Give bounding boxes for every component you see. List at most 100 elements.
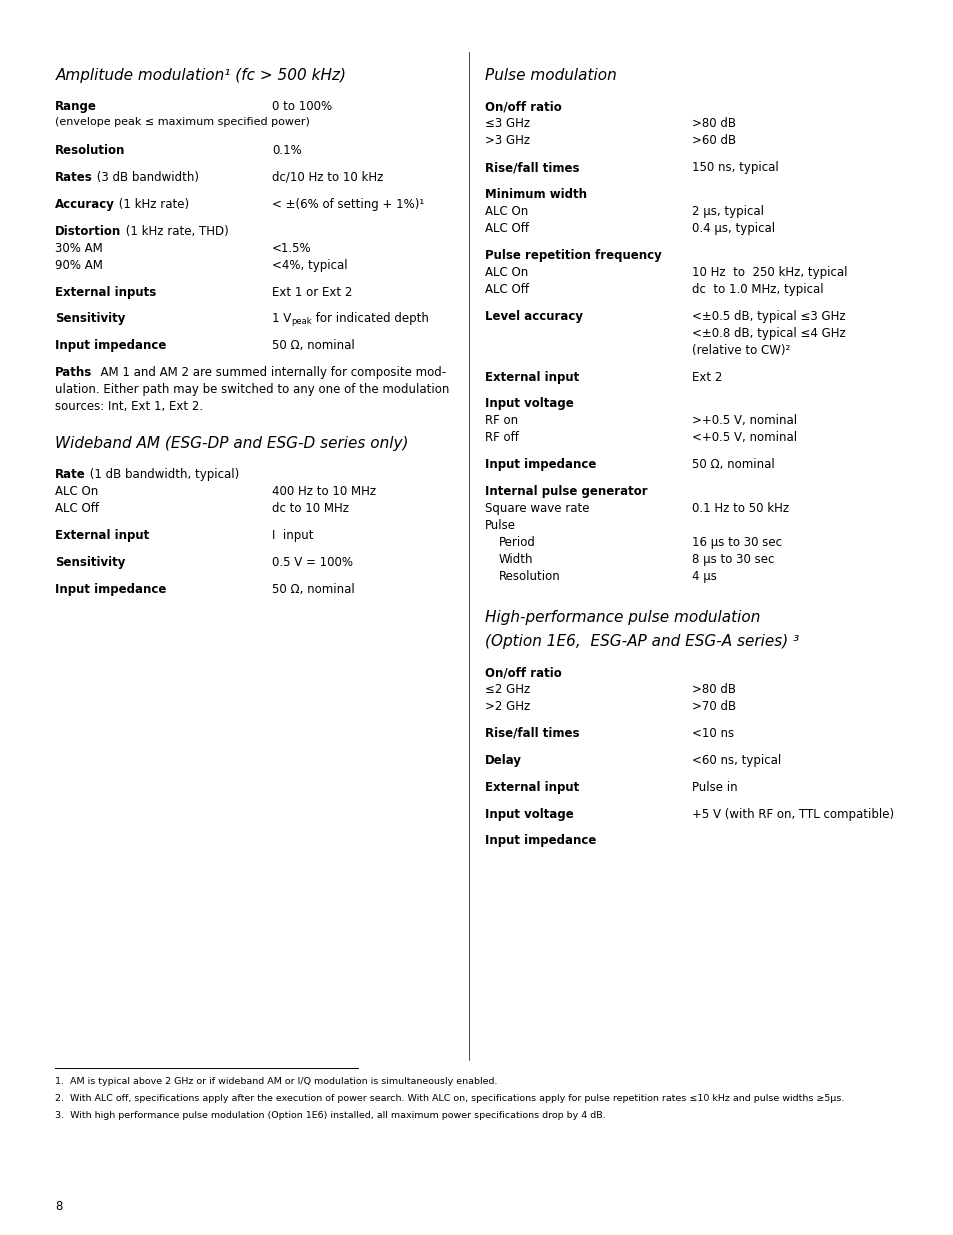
Text: Amplitude modulation¹ (fc > 500 kHz): Amplitude modulation¹ (fc > 500 kHz) <box>55 68 346 83</box>
Text: ALC Off: ALC Off <box>484 222 528 235</box>
Text: Pulse in: Pulse in <box>691 781 737 794</box>
Text: >+0.5 V, nominal: >+0.5 V, nominal <box>691 415 796 427</box>
Text: Period: Period <box>498 536 536 550</box>
Text: Wideband AM (ESG-DP and ESG-D series only): Wideband AM (ESG-DP and ESG-D series onl… <box>55 436 409 451</box>
Text: Internal pulse generator: Internal pulse generator <box>484 485 646 498</box>
Text: ≤2 GHz: ≤2 GHz <box>484 683 529 697</box>
Text: Resolution: Resolution <box>55 144 126 157</box>
Text: External input: External input <box>484 781 578 794</box>
Text: dc/10 Hz to 10 kHz: dc/10 Hz to 10 kHz <box>272 170 383 184</box>
Text: 50 Ω, nominal: 50 Ω, nominal <box>691 458 774 472</box>
Text: 3.  With high performance pulse modulation (Option 1E6) installed, all maximum p: 3. With high performance pulse modulatio… <box>55 1112 605 1120</box>
Text: (envelope peak ≤ maximum specified power): (envelope peak ≤ maximum specified power… <box>55 117 310 127</box>
Text: RF on: RF on <box>484 415 517 427</box>
Text: Distortion: Distortion <box>55 225 121 237</box>
Text: Input impedance: Input impedance <box>484 458 596 472</box>
Text: RF off: RF off <box>484 431 518 445</box>
Text: Delay: Delay <box>484 753 521 767</box>
Text: <±0.5 dB, typical ≤3 GHz: <±0.5 dB, typical ≤3 GHz <box>691 310 844 322</box>
Text: Ext 1 or Ext 2: Ext 1 or Ext 2 <box>272 285 352 299</box>
Text: Square wave rate: Square wave rate <box>484 503 589 515</box>
Text: ALC Off: ALC Off <box>55 503 99 515</box>
Text: ≤3 GHz: ≤3 GHz <box>484 117 529 130</box>
Text: 10 Hz  to  250 kHz, typical: 10 Hz to 250 kHz, typical <box>691 266 846 279</box>
Text: ALC On: ALC On <box>484 205 527 217</box>
Text: peak: peak <box>291 317 312 326</box>
Text: dc to 10 MHz: dc to 10 MHz <box>272 503 349 515</box>
Text: 0.1%: 0.1% <box>272 144 301 157</box>
Text: Paths: Paths <box>55 366 92 379</box>
Text: Sensitivity: Sensitivity <box>55 556 126 569</box>
Text: sources: Int, Ext 1, Ext 2.: sources: Int, Ext 1, Ext 2. <box>55 400 203 414</box>
Text: Input voltage: Input voltage <box>484 808 573 820</box>
Text: 2.  With ALC off, specifications apply after the execution of power search. With: 2. With ALC off, specifications apply af… <box>55 1094 843 1103</box>
Text: 2 μs, typical: 2 μs, typical <box>691 205 762 217</box>
Text: External inputs: External inputs <box>55 285 156 299</box>
Text: (1 dB bandwidth, typical): (1 dB bandwidth, typical) <box>86 468 239 482</box>
Text: Rise/fall times: Rise/fall times <box>484 161 578 174</box>
Text: Pulse modulation: Pulse modulation <box>484 68 616 83</box>
Text: 1.  AM is typical above 2 GHz or if wideband AM or I/Q modulation is simultaneou: 1. AM is typical above 2 GHz or if wideb… <box>55 1077 497 1086</box>
Text: Input voltage: Input voltage <box>484 398 573 410</box>
Text: 150 ns, typical: 150 ns, typical <box>691 161 778 174</box>
Text: Range: Range <box>55 100 97 114</box>
Text: Ext 2: Ext 2 <box>691 370 721 384</box>
Text: 0.5 V = 100%: 0.5 V = 100% <box>272 556 353 569</box>
Text: (1 kHz rate, THD): (1 kHz rate, THD) <box>121 225 228 237</box>
Text: High-performance pulse modulation: High-performance pulse modulation <box>484 610 760 625</box>
Text: >3 GHz: >3 GHz <box>484 135 529 147</box>
Text: On/off ratio: On/off ratio <box>484 666 560 679</box>
Text: 1 V: 1 V <box>272 312 291 325</box>
Text: >80 dB: >80 dB <box>691 683 735 697</box>
Text: <4%, typical: <4%, typical <box>272 258 347 272</box>
Text: Width: Width <box>498 553 533 566</box>
Text: Input impedance: Input impedance <box>55 340 167 352</box>
Text: 16 μs to 30 sec: 16 μs to 30 sec <box>691 536 781 550</box>
Text: Pulse: Pulse <box>484 519 515 532</box>
Text: Input impedance: Input impedance <box>484 835 596 847</box>
Text: ulation. Either path may be switched to any one of the modulation: ulation. Either path may be switched to … <box>55 383 449 396</box>
Text: (1 kHz rate): (1 kHz rate) <box>115 198 189 211</box>
Text: <60 ns, typical: <60 ns, typical <box>691 753 781 767</box>
Text: >70 dB: >70 dB <box>691 700 735 713</box>
Text: (relative to CW)²: (relative to CW)² <box>691 343 789 357</box>
Text: Pulse repetition frequency: Pulse repetition frequency <box>484 248 660 262</box>
Text: Rate: Rate <box>55 468 86 482</box>
Text: >80 dB: >80 dB <box>691 117 735 130</box>
Text: Rates: Rates <box>55 170 93 184</box>
Text: Rise/fall times: Rise/fall times <box>484 727 578 740</box>
Text: (Option 1E6,  ESG-AP and ESG-A series) ³: (Option 1E6, ESG-AP and ESG-A series) ³ <box>484 634 798 648</box>
Text: ALC On: ALC On <box>484 266 527 279</box>
Text: Minimum width: Minimum width <box>484 188 586 201</box>
Text: Accuracy: Accuracy <box>55 198 115 211</box>
Text: >60 dB: >60 dB <box>691 135 735 147</box>
Text: External input: External input <box>484 370 578 384</box>
Text: Input impedance: Input impedance <box>55 583 167 595</box>
Text: >2 GHz: >2 GHz <box>484 700 529 713</box>
Text: Resolution: Resolution <box>498 571 560 583</box>
Text: Sensitivity: Sensitivity <box>55 312 126 325</box>
Text: <1.5%: <1.5% <box>272 242 312 254</box>
Text: 50 Ω, nominal: 50 Ω, nominal <box>272 583 355 595</box>
Text: (3 dB bandwidth): (3 dB bandwidth) <box>93 170 199 184</box>
Text: <10 ns: <10 ns <box>691 727 733 740</box>
Text: 0.1 Hz to 50 kHz: 0.1 Hz to 50 kHz <box>691 503 788 515</box>
Text: 30% AM: 30% AM <box>55 242 103 254</box>
Text: AM 1 and AM 2 are summed internally for composite mod-: AM 1 and AM 2 are summed internally for … <box>92 366 445 379</box>
Text: 90% AM: 90% AM <box>55 258 103 272</box>
Text: <+0.5 V, nominal: <+0.5 V, nominal <box>691 431 796 445</box>
Text: 4 μs: 4 μs <box>691 571 716 583</box>
Text: Level accuracy: Level accuracy <box>484 310 582 322</box>
Text: ALC Off: ALC Off <box>484 283 528 296</box>
Text: +5 V (with RF on, TTL compatible): +5 V (with RF on, TTL compatible) <box>691 808 893 820</box>
Text: 400 Hz to 10 MHz: 400 Hz to 10 MHz <box>272 485 375 498</box>
Text: < ±(6% of setting + 1%)¹: < ±(6% of setting + 1%)¹ <box>272 198 424 211</box>
Text: 50 Ω, nominal: 50 Ω, nominal <box>272 340 355 352</box>
Text: for indicated depth: for indicated depth <box>312 312 428 325</box>
Text: dc  to 1.0 MHz, typical: dc to 1.0 MHz, typical <box>691 283 822 296</box>
Text: 8: 8 <box>55 1200 63 1214</box>
Text: 8 μs to 30 sec: 8 μs to 30 sec <box>691 553 773 566</box>
Text: 0 to 100%: 0 to 100% <box>272 100 332 114</box>
Text: I  input: I input <box>272 529 314 542</box>
Text: On/off ratio: On/off ratio <box>484 100 560 114</box>
